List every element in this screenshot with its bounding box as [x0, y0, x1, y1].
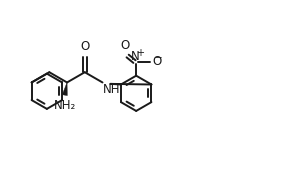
Polygon shape — [62, 82, 67, 96]
Text: −: − — [153, 53, 162, 63]
Text: +: + — [135, 48, 144, 58]
Text: NH: NH — [103, 83, 121, 96]
Text: O: O — [152, 54, 161, 68]
Text: NH₂: NH₂ — [54, 98, 76, 112]
Text: N: N — [130, 50, 139, 63]
Text: O: O — [80, 41, 89, 53]
Text: O: O — [120, 39, 129, 52]
